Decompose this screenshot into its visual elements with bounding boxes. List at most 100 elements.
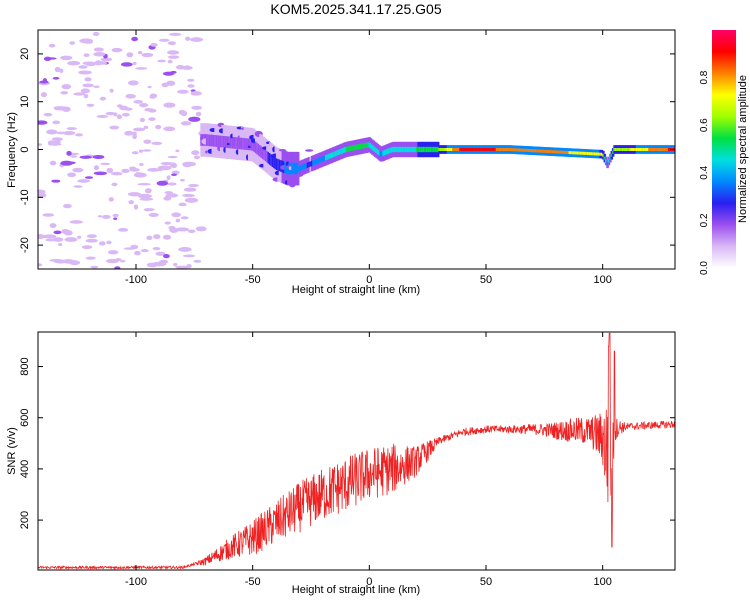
ridge-core <box>236 137 240 150</box>
ridge-core <box>390 147 394 153</box>
ridge-core <box>631 147 635 152</box>
ridge-core <box>415 146 419 153</box>
noise-speck <box>122 112 130 117</box>
ridge-core <box>302 164 306 170</box>
noise-speck <box>86 103 95 107</box>
ridge-core <box>441 147 444 152</box>
colorbar-tick-label: 0.6 <box>699 118 710 132</box>
noise-speck <box>63 230 73 236</box>
ridge-core <box>316 158 320 164</box>
noise-speck <box>42 213 55 217</box>
noise-speck <box>85 61 97 67</box>
noise-speck <box>188 116 201 122</box>
noise-speck <box>114 266 121 269</box>
ridge-core <box>337 149 341 156</box>
noise-speck <box>188 183 199 188</box>
ridge-core <box>406 146 409 153</box>
ridge-core <box>576 151 580 155</box>
noise-speck <box>180 110 188 117</box>
ridge-core <box>408 146 412 153</box>
ridge-core <box>212 134 216 147</box>
ridge-core <box>588 152 591 156</box>
ridge-core <box>242 137 245 150</box>
ridge-core <box>252 139 255 151</box>
ridge-core <box>555 150 559 154</box>
noise-speck <box>93 171 108 176</box>
ridge-core <box>565 150 569 154</box>
ridge-core <box>512 148 516 152</box>
x-tick-label: 50 <box>480 274 492 286</box>
noise-speck <box>167 182 177 186</box>
noise-speck <box>109 125 120 130</box>
ridge-core <box>312 160 315 166</box>
noise-speck <box>112 213 119 218</box>
ridge-core <box>365 142 369 148</box>
noise-speck <box>137 50 143 55</box>
ridge-core <box>595 152 598 156</box>
noise-speck <box>144 107 153 112</box>
noise-speck <box>133 204 139 210</box>
ridge-core <box>467 147 471 152</box>
noise-speck <box>49 223 57 229</box>
ridge-core <box>666 147 670 152</box>
ridge-core <box>568 151 572 155</box>
ridge-core <box>627 147 630 152</box>
ridge-core <box>667 147 671 152</box>
noise-speck <box>84 176 94 179</box>
ridge-core <box>488 147 492 152</box>
ridge-core <box>582 151 586 155</box>
noise-speck <box>179 178 185 182</box>
noise-speck <box>83 53 90 58</box>
ridge-core <box>403 146 406 153</box>
ridge-core <box>232 136 236 149</box>
noise-speck <box>111 182 118 187</box>
noise-speck <box>137 183 151 186</box>
ridge-core <box>490 147 493 152</box>
ridge-core <box>592 152 595 156</box>
ridge-core <box>211 134 215 147</box>
ridge-core <box>630 147 633 152</box>
ridge-core <box>558 150 562 154</box>
ridge-core <box>345 146 349 152</box>
ridge-core <box>348 146 352 152</box>
noise-speck <box>195 226 207 232</box>
x-tick-label: -100 <box>125 274 147 286</box>
ridge-core <box>586 152 590 156</box>
ridge-core <box>583 151 587 155</box>
noise-speck <box>187 229 196 234</box>
ridge-core <box>435 146 439 153</box>
ridge-core <box>323 155 327 161</box>
ridge-core <box>263 148 266 161</box>
ridge-core <box>401 146 405 153</box>
ridge-core <box>504 147 507 152</box>
noise-speck <box>43 112 53 117</box>
snr-x-label: Height of straight line (km) <box>292 584 420 596</box>
ridge-core <box>515 148 518 152</box>
ridge-core <box>324 155 328 161</box>
noise-speck <box>135 67 148 70</box>
noise-speck <box>117 228 129 232</box>
snr-plot-area <box>38 332 675 570</box>
ridge-core <box>368 142 371 148</box>
ridge-core <box>606 162 609 166</box>
noise-speck <box>139 117 146 123</box>
ridge-core <box>554 150 558 154</box>
noise-speck <box>66 150 72 156</box>
noise-speck <box>163 253 170 259</box>
ridge-core <box>431 146 434 153</box>
noise-speck <box>166 191 171 196</box>
ridge-core <box>418 146 422 153</box>
noise-speck <box>140 249 149 253</box>
noise-speck <box>47 140 55 146</box>
ridge-core <box>434 146 437 153</box>
noise-speck <box>123 247 136 250</box>
ridge-core <box>658 147 661 152</box>
ridge-core <box>597 152 601 156</box>
ridge-core <box>309 161 313 167</box>
ridge-core <box>273 156 276 169</box>
ridge-core <box>375 147 378 154</box>
ridge-core <box>256 142 259 155</box>
noise-speck <box>97 215 103 218</box>
noise-speck <box>85 238 98 243</box>
y-tick-label: 10 <box>19 96 31 108</box>
